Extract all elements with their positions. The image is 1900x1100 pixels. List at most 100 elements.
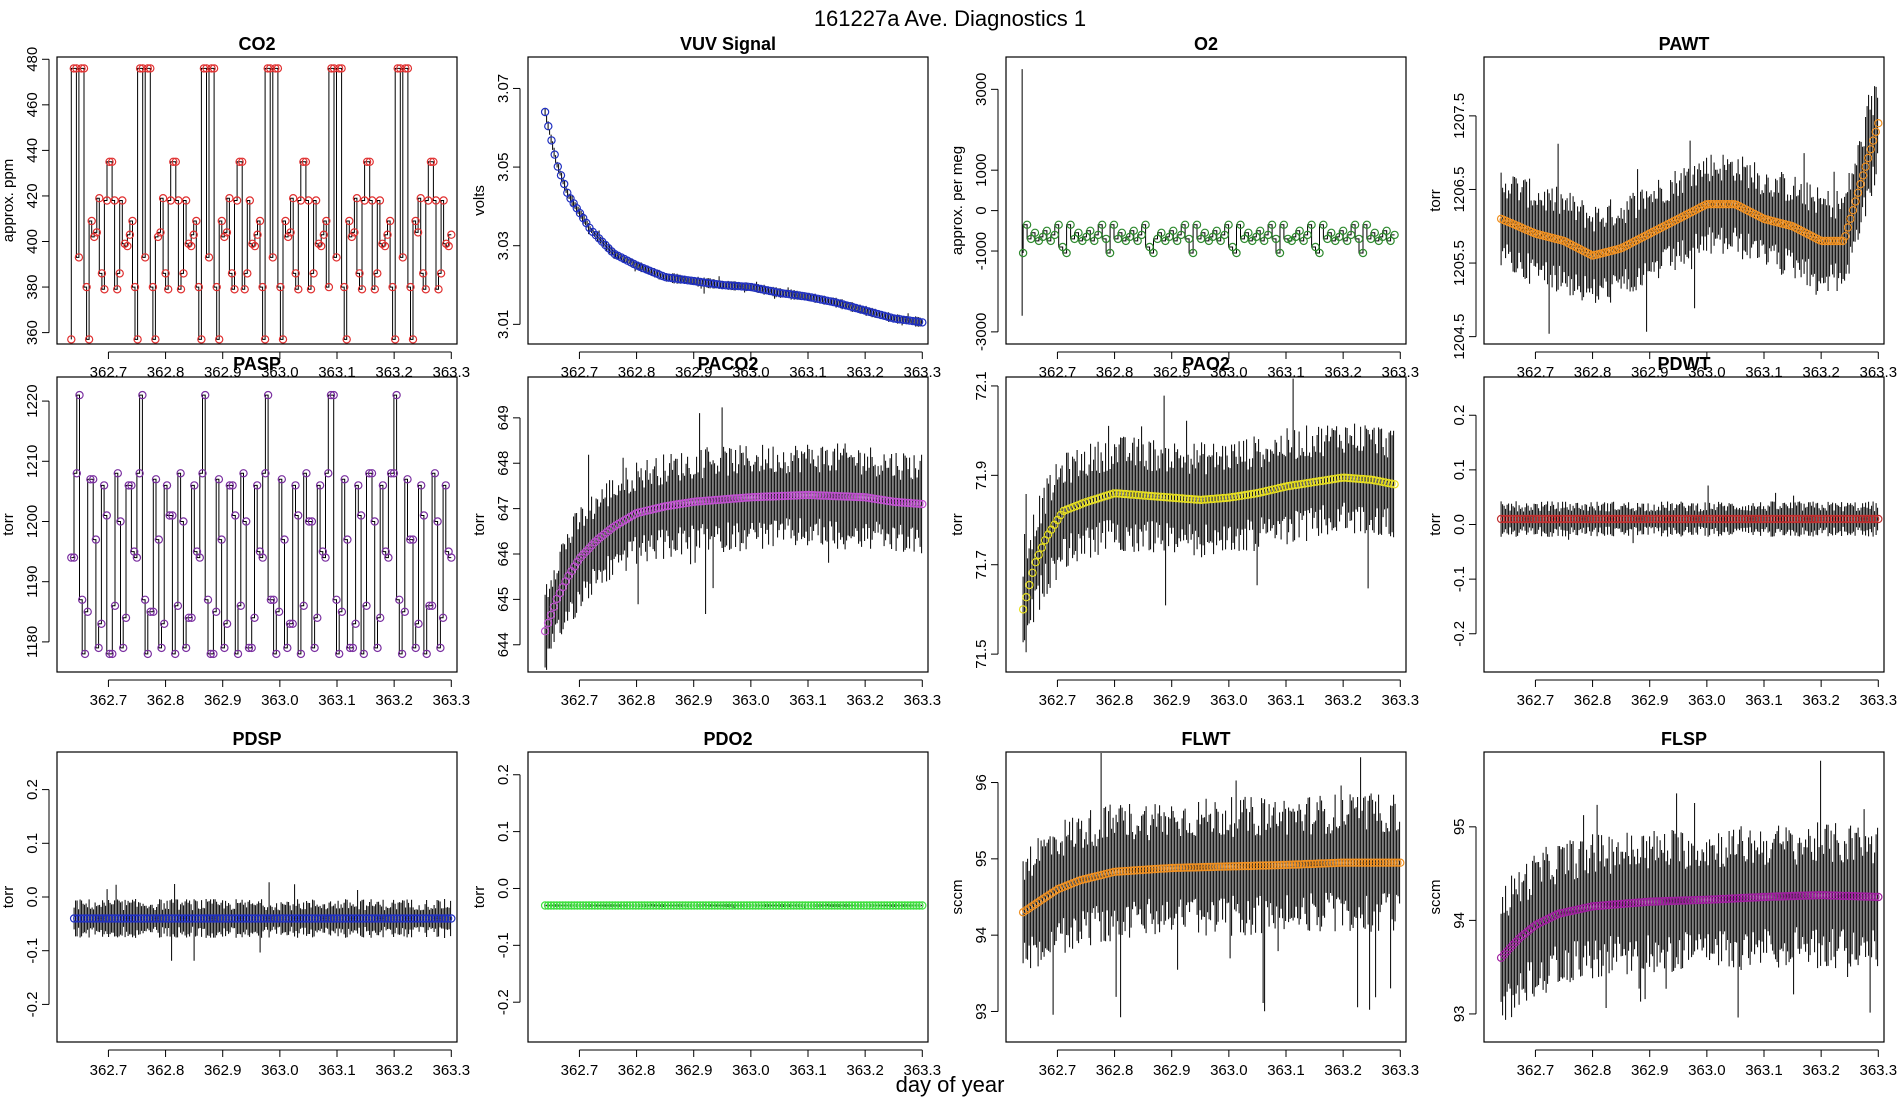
average-point — [276, 282, 285, 292]
average-point — [1713, 895, 1722, 904]
average-point — [1847, 891, 1857, 901]
y-tick-label: 645 — [495, 587, 512, 612]
average-point — [237, 157, 247, 166]
panel-title: FLWT — [1182, 729, 1231, 749]
plot-frame — [1005, 751, 1407, 1043]
average-point — [868, 901, 877, 910]
average-point — [560, 179, 569, 189]
average-point — [918, 499, 927, 509]
average-point — [704, 901, 714, 910]
x-tick-label: 363.0 — [1210, 692, 1248, 709]
average-point — [310, 643, 319, 653]
average-point — [412, 914, 421, 923]
x-tick-label: 362.8 — [147, 364, 185, 381]
panel-title: PDWT — [1658, 354, 1711, 374]
average-point — [1657, 897, 1667, 906]
average-point — [804, 901, 813, 910]
average-point — [168, 914, 177, 923]
average-point — [1692, 895, 1702, 905]
average-point — [1212, 226, 1222, 235]
average-point — [281, 216, 290, 226]
average-point — [546, 610, 556, 620]
y-tick-label: 1190 — [24, 566, 41, 598]
average-point — [1800, 891, 1810, 900]
average-point — [370, 517, 379, 526]
average-point — [171, 157, 180, 166]
average-point — [417, 481, 426, 490]
average-point — [1138, 865, 1148, 875]
average-point — [1843, 223, 1853, 232]
average-point — [769, 287, 778, 296]
average-point — [1747, 514, 1756, 524]
average-point — [1652, 514, 1661, 524]
average-point — [371, 914, 380, 923]
average-point — [576, 901, 585, 910]
average-point — [352, 914, 361, 923]
average-point — [204, 253, 214, 262]
average-point — [280, 535, 289, 544]
average-point — [80, 649, 90, 659]
average-point — [128, 216, 137, 226]
average-point — [1124, 866, 1133, 876]
average-point — [874, 495, 883, 504]
average-point — [763, 492, 772, 501]
average-point — [868, 494, 877, 503]
average-point — [1719, 894, 1728, 904]
average-point — [142, 914, 152, 923]
average-point — [377, 914, 386, 923]
average-point — [751, 492, 760, 502]
average-point — [73, 914, 82, 923]
average-point — [145, 914, 155, 923]
average-point — [1789, 891, 1798, 901]
average-point — [373, 269, 382, 278]
panel-title: O2 — [1194, 34, 1218, 54]
average-point — [1868, 136, 1878, 145]
average-point — [186, 241, 196, 251]
y-axis: 93 94 95 — [1451, 818, 1477, 1022]
average-point — [1147, 865, 1157, 874]
raw-noise-trace — [1022, 378, 1395, 653]
average-point — [1340, 473, 1349, 482]
average-point — [549, 602, 559, 612]
x-tick-label: 363.3 — [433, 1062, 471, 1079]
average-point — [105, 649, 114, 659]
average-point — [1293, 480, 1303, 489]
average-point — [179, 517, 188, 526]
average-point — [1349, 474, 1359, 483]
average-point — [681, 498, 690, 508]
average-point — [1569, 514, 1579, 524]
average-point — [1238, 861, 1247, 871]
average-point — [789, 491, 798, 500]
raw-step-trace — [71, 394, 452, 655]
average-point — [1378, 232, 1387, 242]
average-point — [386, 914, 396, 923]
y-axis: -0.2 -0.1 0.0 0.1 0.2 — [24, 779, 50, 1017]
average-point — [1097, 220, 1107, 229]
average-point — [678, 901, 687, 910]
y-tick-label: 0.2 — [495, 764, 512, 785]
raw-data-trace — [1021, 69, 1395, 316]
average-point — [123, 914, 133, 923]
average-point — [181, 196, 191, 205]
average-point — [1318, 476, 1328, 485]
average-point — [336, 914, 345, 923]
average-point — [1338, 226, 1348, 235]
average-point — [748, 901, 757, 910]
average-point — [151, 335, 160, 344]
average-point — [127, 481, 136, 490]
average-point — [1157, 228, 1166, 237]
average-point — [365, 157, 374, 166]
average-point — [719, 495, 728, 504]
average-point — [1538, 514, 1547, 524]
average-point — [1689, 896, 1699, 905]
average-point — [684, 498, 693, 507]
average-point — [1666, 896, 1675, 906]
x-axis: 362.7 362.8 362.9 363.0 363.1 363.2 363.3 — [90, 1049, 471, 1079]
average-point — [206, 914, 215, 923]
panel-flwt: FLWT 362.7 362.8 362.9 363.0 363.1 363.2 363.3 9… — [949, 729, 1419, 1079]
average-point — [550, 150, 559, 159]
average-point — [555, 901, 565, 910]
average-point — [1296, 480, 1306, 489]
average-point — [215, 914, 225, 923]
average-point — [102, 511, 112, 520]
